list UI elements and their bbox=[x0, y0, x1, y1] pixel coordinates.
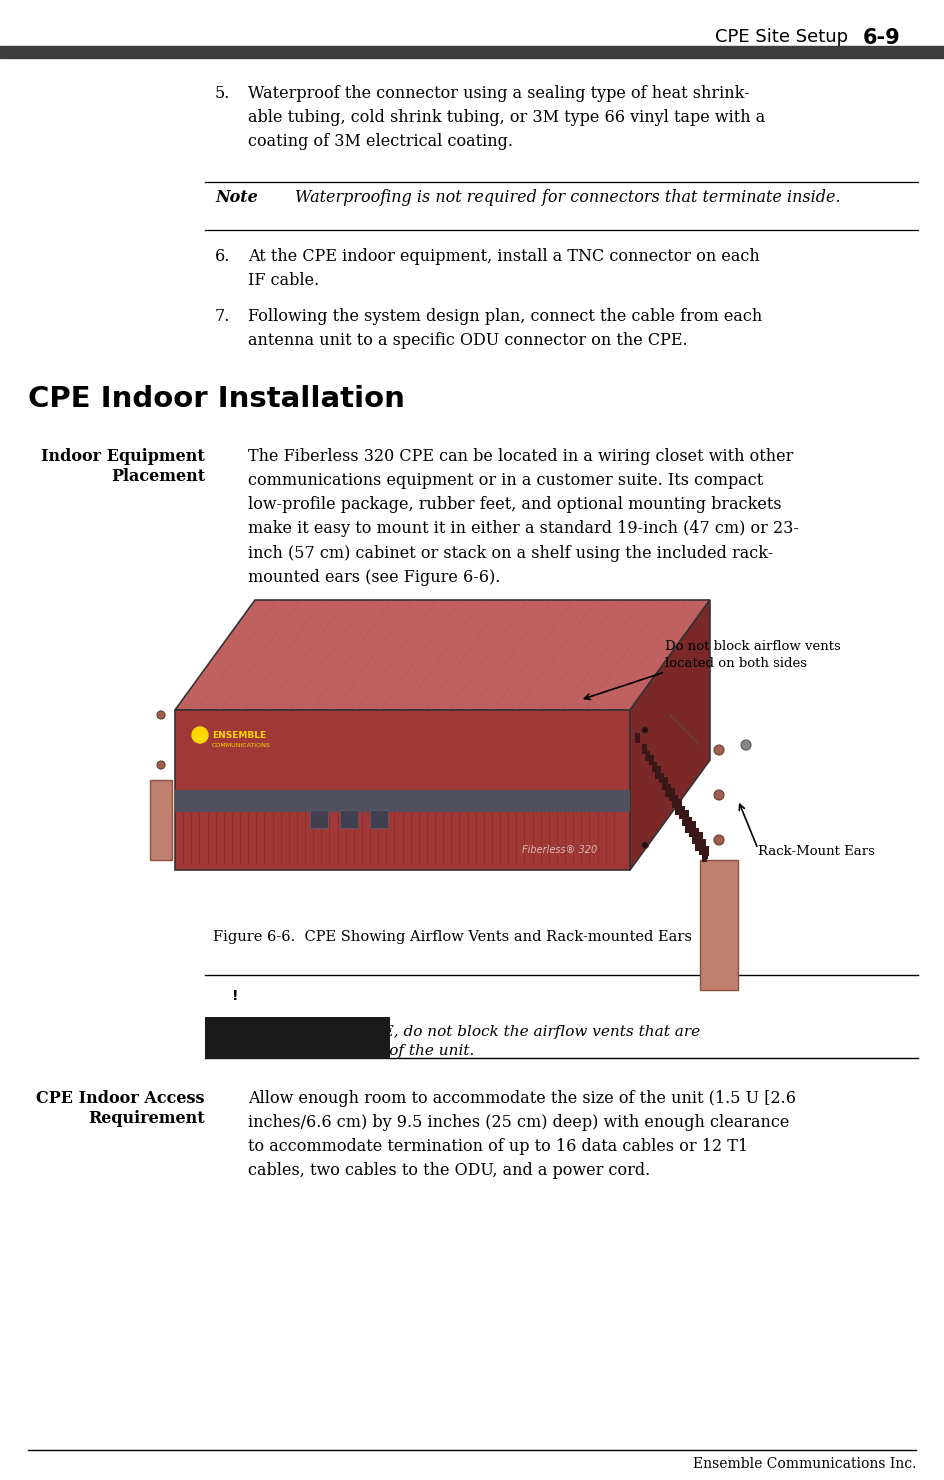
Polygon shape bbox=[175, 790, 630, 813]
Bar bbox=[676, 802, 681, 813]
Bar bbox=[685, 823, 690, 833]
Bar bbox=[642, 744, 647, 753]
Text: Caution: Caution bbox=[258, 983, 336, 1000]
Circle shape bbox=[642, 842, 649, 848]
Text: CPE Indoor Installation: CPE Indoor Installation bbox=[28, 385, 405, 413]
Circle shape bbox=[192, 727, 208, 743]
Text: 6-9: 6-9 bbox=[862, 28, 900, 47]
Polygon shape bbox=[175, 710, 630, 870]
Text: COMMUNICATIONS: COMMUNICATIONS bbox=[212, 743, 271, 747]
Circle shape bbox=[714, 835, 724, 845]
Bar bbox=[690, 824, 695, 835]
Bar bbox=[680, 807, 685, 815]
Text: 6.: 6. bbox=[215, 249, 230, 265]
Bar bbox=[695, 841, 700, 851]
Bar bbox=[701, 839, 706, 850]
Circle shape bbox=[741, 740, 751, 750]
Bar bbox=[691, 821, 696, 830]
Bar bbox=[689, 827, 694, 838]
Bar bbox=[682, 815, 687, 826]
Text: When placing the CPE, do not block the airflow vents that are
located on both si: When placing the CPE, do not block the a… bbox=[220, 1026, 700, 1058]
Bar bbox=[0, 46, 944, 58]
Bar bbox=[687, 817, 692, 827]
Text: !: ! bbox=[231, 989, 238, 1003]
Bar bbox=[700, 842, 705, 852]
Bar bbox=[663, 777, 668, 787]
Bar bbox=[652, 762, 657, 773]
Text: ENSEMBLE: ENSEMBLE bbox=[212, 731, 266, 740]
Bar bbox=[692, 835, 697, 844]
Text: Note: Note bbox=[215, 189, 258, 206]
Text: Following the system design plan, connect the cable from each
antenna unit to a : Following the system design plan, connec… bbox=[248, 308, 762, 349]
Bar bbox=[700, 860, 738, 990]
Text: Fiberless® 320: Fiberless® 320 bbox=[522, 845, 598, 855]
Text: 5.: 5. bbox=[215, 84, 230, 102]
Bar bbox=[669, 790, 674, 801]
Text: Rack-Mount Ears: Rack-Mount Ears bbox=[758, 845, 875, 858]
Bar bbox=[694, 827, 699, 838]
Bar bbox=[673, 795, 678, 805]
Bar bbox=[310, 810, 328, 827]
Text: Waterproof the connector using a sealing type of heat shrink-
able tubing, cold : Waterproof the connector using a sealing… bbox=[248, 84, 766, 151]
Polygon shape bbox=[175, 599, 710, 710]
Bar bbox=[659, 773, 664, 783]
Bar bbox=[679, 810, 684, 818]
Text: Ensemble Communications Inc.: Ensemble Communications Inc. bbox=[693, 1456, 916, 1471]
Bar bbox=[684, 810, 689, 820]
Bar bbox=[205, 1017, 390, 1060]
Bar bbox=[672, 798, 677, 808]
Bar bbox=[703, 850, 708, 858]
Bar bbox=[693, 830, 698, 841]
Circle shape bbox=[157, 761, 165, 770]
Text: Placement: Placement bbox=[110, 468, 205, 485]
Bar bbox=[699, 845, 704, 855]
Text: Figure 6-6.  CPE Showing Airflow Vents and Rack-mounted Ears: Figure 6-6. CPE Showing Airflow Vents an… bbox=[213, 929, 692, 944]
Bar bbox=[150, 780, 172, 860]
Bar bbox=[677, 799, 682, 810]
Text: At the CPE indoor equipment, install a TNC connector on each
IF cable.: At the CPE indoor equipment, install a T… bbox=[248, 249, 760, 289]
Text: 7.: 7. bbox=[215, 308, 230, 326]
Polygon shape bbox=[630, 599, 710, 870]
Bar bbox=[645, 750, 650, 761]
Bar bbox=[683, 813, 688, 823]
Bar bbox=[686, 820, 691, 830]
Text: Indoor Equipment: Indoor Equipment bbox=[42, 448, 205, 465]
Text: The Fiberless 320 CPE can be located in a wiring closet with other
communication: The Fiberless 320 CPE can be located in … bbox=[248, 448, 799, 586]
Polygon shape bbox=[222, 474, 248, 497]
Bar bbox=[666, 784, 671, 793]
Text: CPE Indoor Access: CPE Indoor Access bbox=[37, 1089, 205, 1107]
Text: Waterproofing is not required for connectors that terminate inside.: Waterproofing is not required for connec… bbox=[295, 189, 840, 206]
Circle shape bbox=[642, 727, 649, 734]
Text: Do not block airflow vents
located on both sides: Do not block airflow vents located on bo… bbox=[665, 639, 841, 670]
Bar bbox=[662, 780, 667, 790]
Circle shape bbox=[157, 710, 165, 719]
Text: CPE Site Setup: CPE Site Setup bbox=[715, 28, 848, 46]
Text: Requirement: Requirement bbox=[89, 1110, 205, 1126]
Bar bbox=[635, 733, 640, 743]
Bar bbox=[370, 810, 388, 827]
Bar bbox=[697, 835, 702, 845]
Bar bbox=[675, 805, 680, 815]
Bar bbox=[655, 770, 660, 778]
Bar bbox=[696, 838, 701, 848]
Circle shape bbox=[714, 790, 724, 801]
Bar bbox=[665, 787, 670, 798]
Bar bbox=[702, 852, 707, 861]
Bar bbox=[698, 832, 703, 842]
Text: Allow enough room to accommodate the size of the unit (1.5 U [2.6
inches/6.6 cm): Allow enough room to accommodate the siz… bbox=[248, 1089, 796, 1180]
Bar bbox=[670, 787, 675, 798]
Circle shape bbox=[714, 744, 724, 755]
Bar bbox=[704, 847, 709, 855]
Bar bbox=[656, 767, 661, 776]
Bar bbox=[340, 810, 358, 827]
Bar bbox=[649, 755, 654, 765]
